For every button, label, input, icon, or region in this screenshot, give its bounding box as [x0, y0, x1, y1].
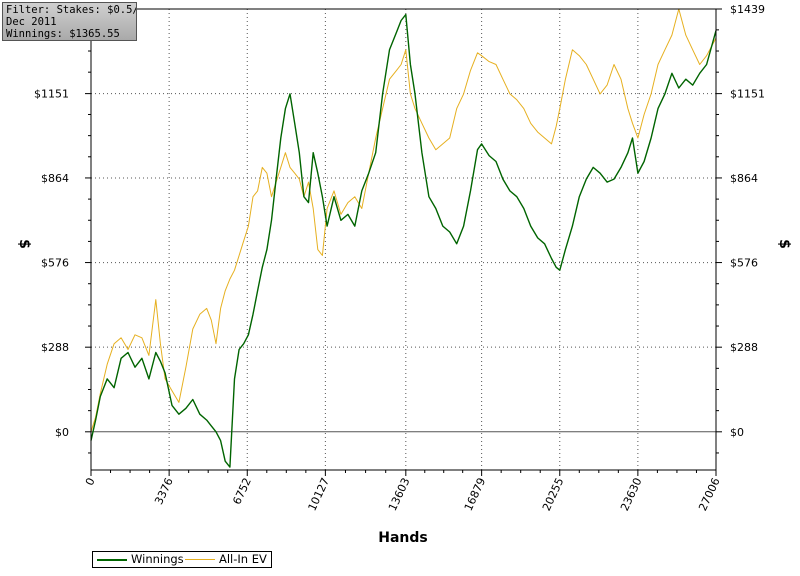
tick-label-layer: 0 3376 6752 10127 13603 16879 20255 23630 27006 $… — [34, 3, 765, 513]
y-tick-label-left: $576 — [41, 257, 69, 270]
filter-winnings-text: Winnings: $1365.55 — [6, 28, 120, 40]
x-tick-label: 20255 — [540, 476, 567, 513]
y-tick-label-left: $0 — [55, 426, 69, 439]
legend-swatch-allin-ev — [185, 559, 215, 560]
x-tick-label: 3376 — [152, 476, 176, 507]
x-tick-label: 10127 — [306, 476, 333, 513]
y-tick-label-right: $288 — [730, 341, 758, 354]
y-tick-label-right: $0 — [730, 426, 744, 439]
plot-frame — [90, 8, 717, 471]
axis-layer — [85, 8, 722, 476]
x-tick-label: 6752 — [230, 476, 254, 507]
x-tick-label: 0 — [83, 476, 98, 488]
y-tick-label-left: $864 — [41, 172, 69, 185]
legend-label-winnings: Winnings — [131, 552, 184, 566]
x-tick-label: 27006 — [696, 476, 723, 513]
grid-layer — [91, 9, 716, 470]
y-tick-label-left: $288 — [41, 341, 69, 354]
y-tick-label-right: $1151 — [730, 88, 765, 101]
filter-info-box: Filter: Stakes: $0.5/1 NL Dec 2011 Winni… — [2, 2, 137, 41]
y-tick-label-left: $1151 — [34, 88, 69, 101]
filter-period-text: Dec 2011 — [6, 16, 57, 28]
x-axis-title: Hands — [378, 530, 428, 546]
y-tick-label-right: $864 — [730, 172, 758, 185]
x-tick-label: 13603 — [386, 476, 413, 513]
legend: Winnings All-In EV — [92, 551, 272, 568]
legend-swatch-winnings — [97, 559, 127, 561]
x-tick-label: 16879 — [462, 476, 489, 513]
winnings-line — [90, 13, 717, 468]
x-tick-label: 23630 — [618, 476, 645, 513]
filter-stakes-text: Filter: Stakes: $0.5/1 NL — [6, 4, 136, 16]
y-axis-title-right: $ — [776, 239, 792, 249]
allin-ev-line — [90, 8, 717, 432]
y-axis-title-left: $ — [16, 239, 32, 249]
y-tick-label-right: $576 — [730, 257, 758, 270]
y-tick-label-right: $1439 — [730, 3, 765, 16]
legend-label-allin-ev: All-In EV — [219, 552, 267, 566]
series-layer — [90, 8, 717, 468]
